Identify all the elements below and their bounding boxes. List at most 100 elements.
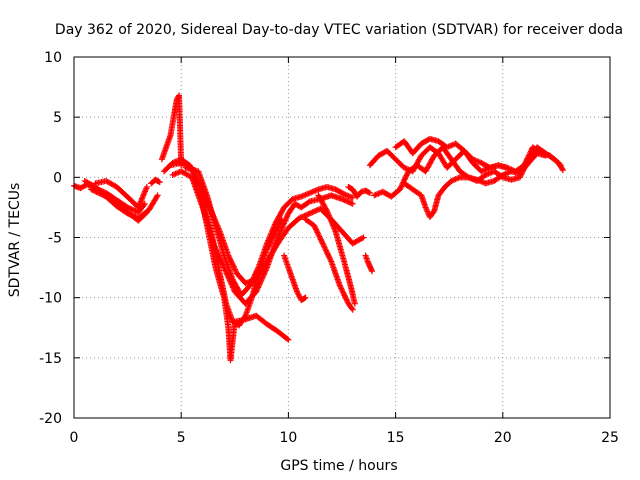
data-point (349, 306, 356, 313)
data-point (93, 188, 100, 195)
data-point (311, 223, 318, 230)
x-tick-label: 20 (494, 430, 512, 446)
data-point (128, 206, 135, 213)
data-point (94, 189, 101, 196)
series-branch-d (345, 183, 373, 200)
series-evening-3 (401, 150, 549, 221)
series-arc-b (81, 177, 161, 222)
data-point (343, 296, 350, 303)
data-point (313, 226, 320, 233)
data-point (404, 171, 411, 178)
data-point (154, 192, 161, 199)
data-point (297, 214, 304, 221)
data-point (323, 248, 330, 255)
series-arc-c (88, 186, 150, 224)
data-point (226, 253, 233, 260)
chart-title: Day 362 of 2020, Sidereal Day-to-day VTE… (55, 22, 623, 38)
series-branch-e (362, 252, 376, 275)
data-point (559, 165, 566, 172)
data-point (422, 204, 429, 211)
data-point (339, 190, 346, 197)
data-point (316, 233, 323, 240)
data-point (317, 234, 324, 241)
data-point (284, 335, 291, 342)
data-point (315, 230, 322, 237)
data-point (347, 199, 354, 206)
data-point (300, 213, 307, 220)
data-point (180, 161, 187, 168)
x-tick-label: 25 (601, 430, 619, 446)
data-point (129, 206, 136, 213)
data-point (504, 164, 511, 171)
data-point (338, 285, 345, 292)
data-point (241, 313, 248, 320)
data-point (319, 239, 326, 246)
data-point (351, 300, 358, 307)
x-tick-label: 15 (387, 430, 405, 446)
data-point (90, 187, 97, 194)
data-point (311, 222, 318, 229)
data-point (153, 193, 160, 200)
data-point (344, 198, 351, 205)
data-point (227, 256, 234, 263)
data-point (424, 208, 431, 215)
data-point (228, 258, 235, 265)
data-point (322, 246, 329, 253)
data-point (360, 234, 367, 241)
data-point (366, 189, 373, 196)
series-evening-4 (392, 135, 511, 171)
data-point (359, 235, 366, 242)
data-point (396, 186, 403, 193)
data-point (301, 212, 308, 219)
data-point (317, 236, 324, 243)
y-tick-label: -15 (39, 351, 62, 367)
data-point (285, 336, 292, 343)
data-point (96, 190, 103, 197)
series-branch-a (281, 252, 309, 304)
data-point (339, 288, 346, 295)
data-point (304, 211, 311, 218)
data-point (314, 229, 321, 236)
data-point (318, 237, 325, 244)
series-branch-c (315, 192, 358, 307)
data-point (557, 162, 564, 169)
data-point (348, 200, 355, 207)
data-point (349, 194, 356, 201)
data-point (230, 263, 237, 270)
data-point (342, 295, 349, 302)
data-point (296, 215, 303, 222)
data-point (125, 205, 132, 212)
data-point (312, 208, 319, 215)
data-point (341, 292, 348, 299)
data-point (312, 225, 319, 232)
data-point (97, 190, 104, 197)
data-point (321, 243, 328, 250)
data-point (141, 200, 148, 207)
data-point (336, 282, 343, 289)
data-point (349, 200, 356, 207)
data-point (301, 295, 308, 302)
data-point (342, 293, 349, 300)
data-point (92, 188, 99, 195)
data-point (556, 161, 563, 168)
data-point (345, 199, 352, 206)
y-axis-title: SDTVAR / TECUs (7, 183, 23, 298)
data-point (229, 260, 236, 267)
y-tick-label: -20 (39, 411, 62, 427)
x-axis-title: GPS time / hours (280, 458, 397, 474)
data-point (298, 214, 305, 221)
data-point (231, 266, 238, 273)
data-point (542, 152, 549, 159)
data-point (402, 173, 409, 180)
data-point (398, 183, 405, 190)
data-point (340, 290, 347, 297)
data-point (231, 265, 238, 272)
data-point (308, 209, 315, 216)
data-point (305, 199, 312, 206)
data-point (88, 186, 95, 193)
data-point (325, 253, 332, 260)
data-point (179, 160, 186, 167)
data-point (348, 305, 355, 312)
grid (74, 57, 610, 418)
